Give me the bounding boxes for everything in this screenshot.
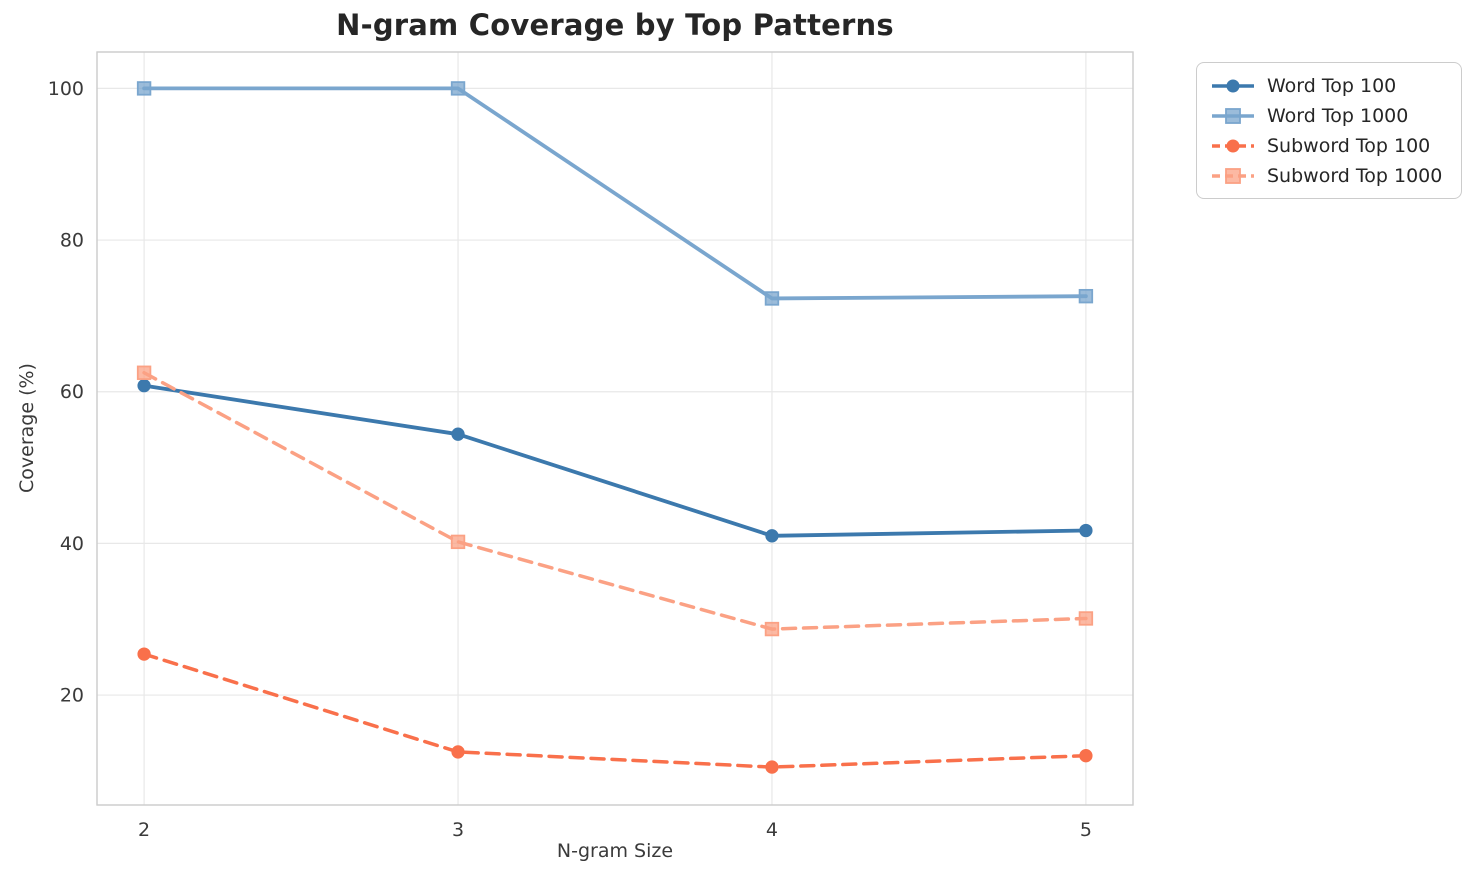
x-tick-label: 5 <box>1080 819 1092 841</box>
data-point-circle <box>1079 749 1093 763</box>
legend-marker-square-icon <box>1225 107 1241 124</box>
data-point-square <box>450 81 466 96</box>
legend-line-sample <box>1212 139 1254 152</box>
legend-marker-circle-icon <box>1226 79 1240 92</box>
y-tick-label: 60 <box>60 381 84 403</box>
y-tick-label: 80 <box>60 230 84 252</box>
legend-label: Word Top 100 <box>1267 74 1397 97</box>
x-tick-label: 3 <box>452 819 464 841</box>
x-tick-label: 4 <box>766 819 778 841</box>
legend-line-sample <box>1212 167 1254 184</box>
y-tick-label: 40 <box>60 533 84 555</box>
y-tick-label: 20 <box>60 685 84 707</box>
y-tick-label: 100 <box>48 78 84 100</box>
x-axis-label: N-gram Size <box>556 840 674 862</box>
chart-title: N-gram Coverage by Top Patterns <box>336 8 894 42</box>
series-line-subword-top-100 <box>142 652 1088 769</box>
legend-item: Word Top 1000 <box>1210 102 1448 129</box>
legend-label: Word Top 1000 <box>1267 104 1409 127</box>
data-point-circle <box>451 745 465 759</box>
data-point-circle <box>137 379 151 393</box>
data-point-circle <box>451 427 465 441</box>
data-point-circle <box>765 529 779 543</box>
x-tick-label: 2 <box>138 819 150 841</box>
legend-marker-circle-icon <box>1226 139 1240 152</box>
data-point-square <box>1078 611 1094 626</box>
data-point-square <box>136 81 152 96</box>
data-point-square <box>136 365 152 380</box>
legend-item: Subword Top 100 <box>1210 132 1448 159</box>
series-line-word-top-100 <box>142 383 1088 538</box>
data-point-circle <box>765 760 779 774</box>
legend-line-sample <box>1212 79 1254 92</box>
data-point-square <box>764 291 780 306</box>
legend-label: Subword Top 1000 <box>1267 164 1443 187</box>
legend-item: Subword Top 1000 <box>1210 162 1448 189</box>
series-line-word-top-1000 <box>142 86 1088 301</box>
plot-spines <box>96 51 1134 806</box>
data-point-circle <box>137 647 151 661</box>
series-line-subword-top-1000 <box>142 371 1088 631</box>
data-point-square <box>764 621 780 637</box>
data-point-square <box>1078 288 1094 304</box>
y-axis-label: Coverage (%) <box>16 363 38 493</box>
data-point-circle <box>1079 523 1093 538</box>
legend-marker-square-icon <box>1225 167 1241 184</box>
legend-line-sample <box>1212 107 1254 124</box>
legend-label: Subword Top 100 <box>1267 134 1431 157</box>
legend: Word Top 100 Word Top 1000 Subword Top 100… <box>1196 62 1462 199</box>
legend-item: Word Top 100 <box>1210 72 1448 99</box>
data-point-square <box>450 534 466 550</box>
